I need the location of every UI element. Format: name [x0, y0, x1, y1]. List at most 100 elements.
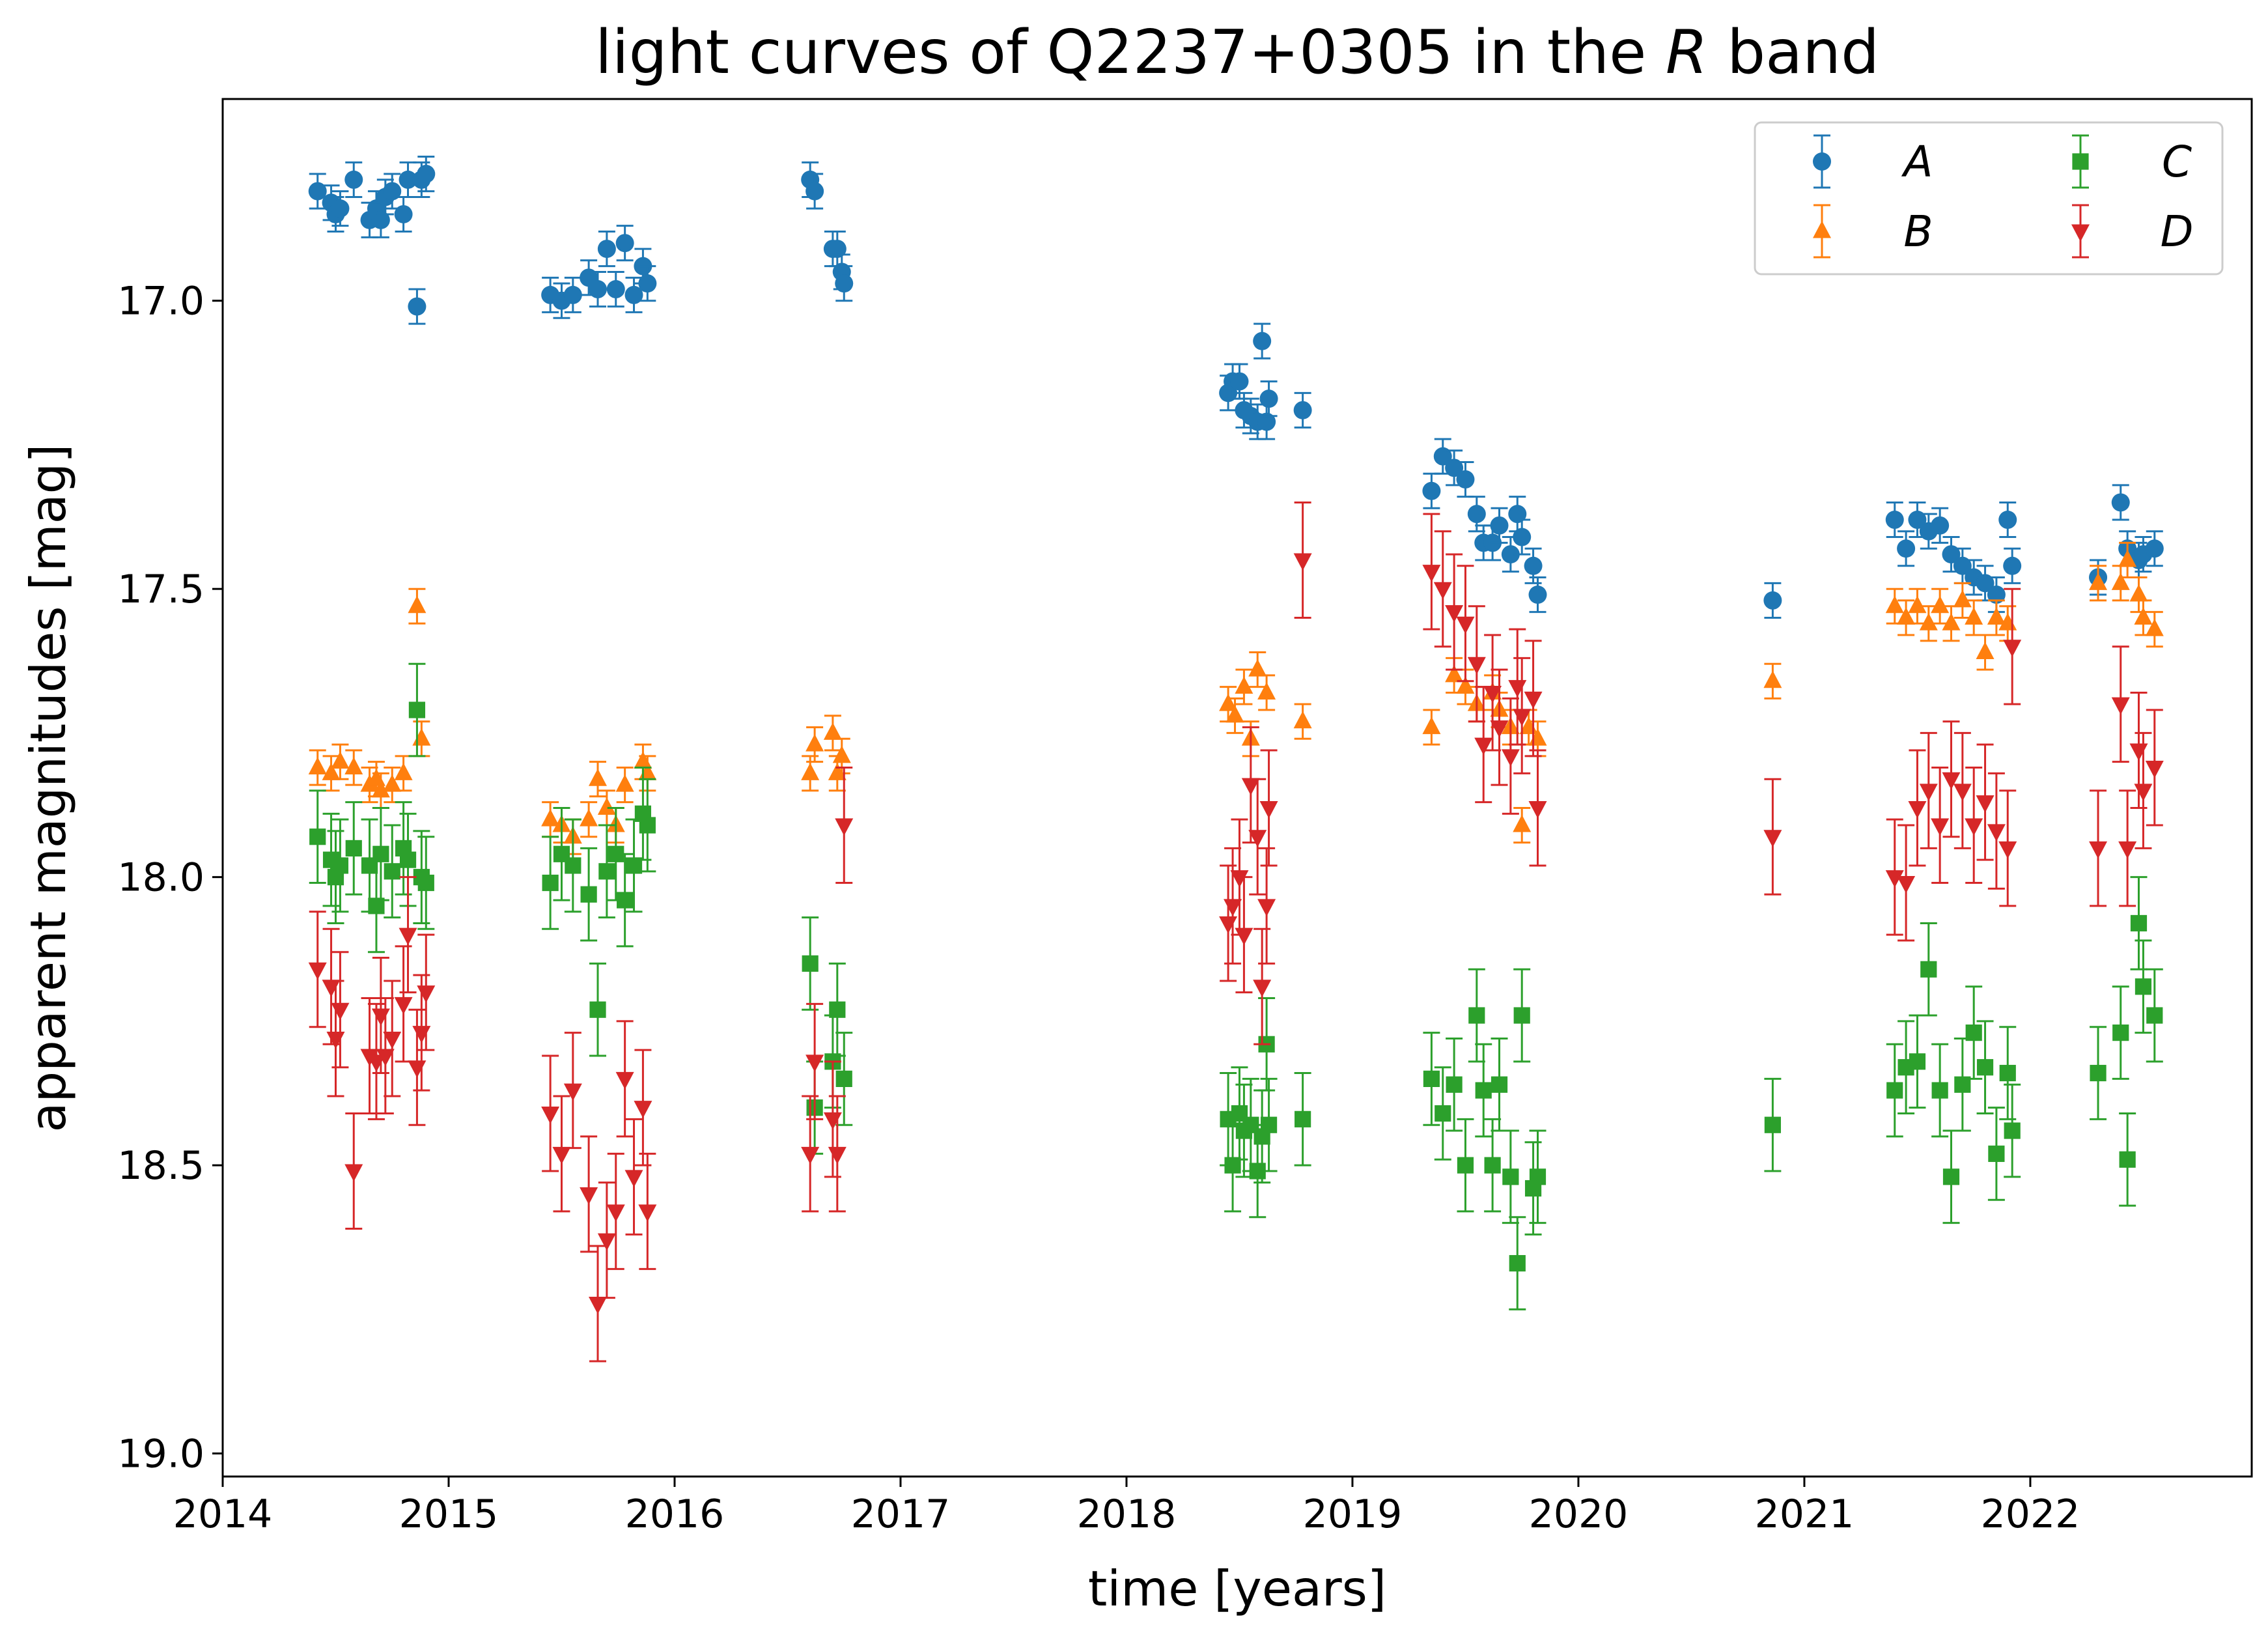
data-point-C — [2119, 1151, 2136, 1168]
data-point-A — [1422, 481, 1441, 500]
data-point-A — [589, 280, 608, 299]
data-point-C — [2004, 1122, 2021, 1139]
data-point-D — [835, 818, 854, 836]
data-point-C — [2146, 1007, 2163, 1024]
legend-label-B: B — [1903, 206, 1933, 257]
data-point-D — [1422, 565, 1441, 582]
data-point-D — [580, 1187, 598, 1205]
data-point-D — [2111, 697, 2130, 715]
data-point-D — [1456, 616, 1475, 634]
data-point-D — [1942, 772, 1961, 790]
data-point-D — [1445, 605, 1464, 623]
x-tick-label: 2016 — [625, 1492, 725, 1537]
data-point-D — [1483, 685, 1502, 703]
data-point-A — [1942, 545, 1961, 564]
data-point-A — [1293, 401, 1312, 419]
data-point-B — [1248, 658, 1267, 677]
data-point-D — [1931, 818, 1950, 836]
data-point-D — [417, 985, 436, 1003]
data-point-B — [1931, 595, 1950, 614]
data-point-C — [1909, 1053, 1926, 1070]
data-point-C — [399, 851, 417, 868]
data-point-A — [1513, 528, 1532, 546]
x-tick-label: 2021 — [1755, 1492, 1855, 1537]
data-point-B — [408, 595, 427, 614]
data-point-B — [1908, 595, 1927, 614]
x-tick-label: 2015 — [399, 1492, 499, 1537]
series-layer — [308, 155, 2164, 1363]
data-point-D — [376, 1049, 395, 1067]
data-point-B — [832, 745, 851, 763]
data-point-B — [1219, 694, 1238, 711]
data-point-D — [1919, 784, 1938, 802]
data-point-C — [1931, 1082, 1948, 1099]
data-point-C — [2112, 1024, 2129, 1041]
data-point-A — [1897, 539, 1916, 558]
data-point-D — [615, 1071, 634, 1090]
data-point-D — [2145, 761, 2164, 778]
data-point-D — [2134, 784, 2153, 802]
data-point-C — [1295, 1110, 1311, 1127]
data-point-C — [2135, 978, 2152, 995]
data-point-C — [345, 840, 362, 857]
data-point-B — [1976, 642, 1995, 660]
y-tick-label: 18.5 — [117, 1143, 204, 1189]
data-point-B — [541, 809, 560, 827]
data-point-B — [1885, 595, 1904, 614]
series-C — [309, 662, 2163, 1310]
data-point-B — [1965, 607, 1983, 625]
data-point-A — [1763, 591, 1782, 610]
x-tick-label: 2018 — [1077, 1492, 1177, 1537]
data-point-B — [308, 757, 327, 775]
x-axis-label: time [years] — [1088, 1560, 1386, 1617]
data-point-B — [1763, 670, 1782, 688]
data-point-C — [1446, 1076, 1463, 1093]
data-point-B — [805, 734, 824, 752]
data-point-A — [638, 274, 657, 293]
data-point-A — [417, 165, 436, 184]
data-point-B — [597, 797, 616, 815]
data-point-B — [1293, 711, 1312, 729]
y-tick-label: 19.0 — [117, 1432, 204, 1477]
data-point-B — [1445, 664, 1464, 683]
data-point-D — [541, 1106, 560, 1124]
data-point-C — [835, 1070, 852, 1087]
data-point-B — [1456, 676, 1475, 694]
data-point-C — [331, 857, 349, 874]
data-point-A — [597, 240, 616, 259]
data-point-B — [371, 780, 390, 798]
data-point-A — [331, 199, 350, 218]
data-point-D — [1763, 830, 1782, 847]
legend-entry-B: B — [1813, 204, 1933, 259]
legend-entry-D: D — [2071, 204, 2194, 259]
legend-marker-C — [2072, 153, 2089, 170]
data-point-D — [1257, 899, 1276, 917]
data-point-C — [408, 701, 426, 718]
data-point-C — [639, 817, 656, 834]
data-point-A — [408, 297, 427, 316]
chart-title: light curves of Q2237+0305 in the R band — [595, 17, 1879, 87]
data-point-B — [1919, 613, 1938, 630]
data-point-D — [638, 1204, 657, 1223]
axes-frame — [221, 98, 2253, 1478]
data-point-C — [1491, 1076, 1508, 1093]
data-point-B — [801, 763, 820, 780]
legend-label-D: D — [2161, 206, 2194, 257]
data-point-A — [394, 205, 413, 223]
data-point-D — [1953, 784, 1972, 802]
data-point-C — [598, 863, 615, 880]
data-point-B — [1225, 705, 1244, 723]
data-point-C — [1513, 1007, 1530, 1024]
data-point-C — [1976, 1059, 1994, 1076]
data-point-B — [1953, 589, 1972, 608]
data-point-A — [1230, 372, 1249, 391]
data-point-B — [1897, 607, 1916, 625]
x-axis: 2014 2015 2016 2017 2018 2019 2020 2021 2022 — [173, 1477, 2080, 1537]
data-point-A — [1508, 505, 1527, 524]
data-point-A — [1490, 516, 1509, 535]
data-point-D — [1248, 830, 1267, 847]
data-point-C — [1468, 1007, 1485, 1024]
data-point-B — [823, 722, 842, 740]
data-point-B — [828, 763, 847, 780]
series-A — [308, 155, 2164, 619]
